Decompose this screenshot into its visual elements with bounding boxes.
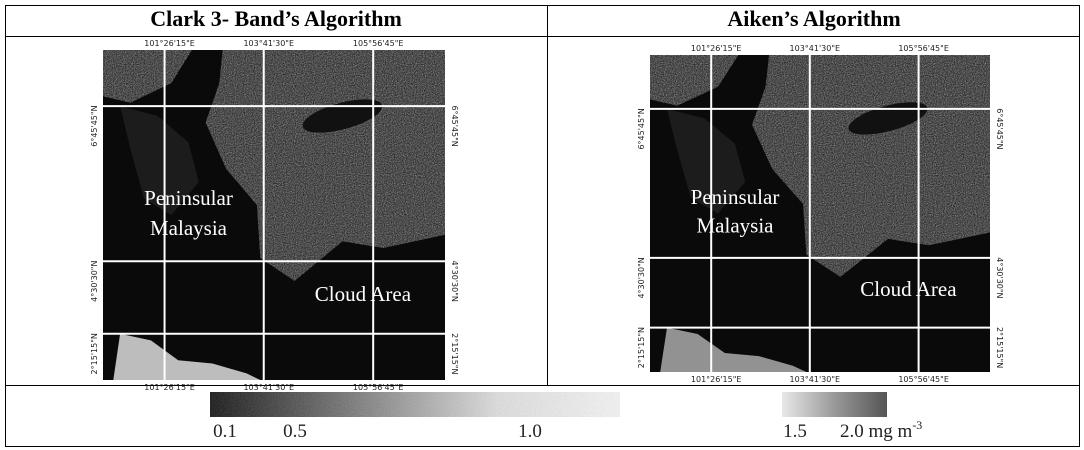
longitude-label: 105°56'45"E [353,39,404,48]
longitude-label: 105°56'45"E [353,383,404,392]
longitude-label: 101°26'15"E [144,39,195,48]
region-label: Peninsular [144,186,233,210]
latitude-label: 2°15'15"N [450,333,459,374]
map-panel: Clark 3- Band’s Algorithm 101°26'15"E 101°… [90,6,459,392]
region-label: Peninsular [691,185,780,209]
map-panel: Aiken’s Algorithm 101°26'15"E 101°26'15"E 1… [637,6,1004,384]
colorbar-texture [210,392,620,417]
colorbar-label: 0.5 [283,421,307,442]
latitude-label: 6°45'45"N [90,105,99,146]
longitude-label: 101°26'15"E [691,375,742,384]
latitude-label: 2°15'15"N [637,327,646,368]
region-label: Malaysia [697,214,775,238]
longitude-label: 105°56'45"E [898,375,949,384]
panel-title: Clark 3- Band’s Algorithm [150,6,402,31]
colorbar: 0.1 0.5 1.0 1.5 2.0 mg m-3 [210,392,922,442]
body: Clark 3- Band’s Algorithm 101°26'15"E 101°… [0,0,1084,450]
figure: Clark 3- Band’s Algorithm 101°26'15"E 101°… [0,0,1084,450]
latitude-label: 4°30'30"N [995,257,1004,298]
region-label: Malaysia [150,216,228,240]
longitude-label: 105°56'45"E [898,44,949,53]
longitude-label: 103°41'30"E [243,39,294,48]
colorbar-label: 0.1 [213,421,237,442]
page: Chlorophyll-a algorithm comparison { "pa… [0,0,1084,450]
colorbar-label: 2.0 mg m-3 [840,418,922,442]
latitude-label: 2°15'15"N [90,333,99,374]
longitude-label: 103°41'30"E [790,375,841,384]
latitude-label: 4°30'30"N [90,261,99,302]
latitude-label: 2°15'15"N [995,327,1004,368]
colorbar-ramp [782,392,887,417]
panel-title: Aiken’s Algorithm [727,6,900,31]
latitude-label: 6°45'45"N [450,105,459,146]
longitude-label: 103°41'30"E [790,44,841,53]
latitude-label: 6°45'45"N [995,108,1004,149]
cloud-label: Cloud Area [860,277,957,301]
cloud-label: Cloud Area [315,282,412,306]
latitude-label: 4°30'30"N [637,257,646,298]
longitude-label: 101°26'15"E [144,383,195,392]
colorbar-label: 1.0 [518,421,542,442]
latitude-label: 4°30'30"N [450,261,459,302]
longitude-label: 103°41'30"E [243,383,294,392]
unit-superscript: -3 [912,418,922,432]
longitude-label: 101°26'15"E [691,44,742,53]
colorbar-label: 1.5 [783,421,807,442]
latitude-label: 6°45'45"N [637,108,646,149]
